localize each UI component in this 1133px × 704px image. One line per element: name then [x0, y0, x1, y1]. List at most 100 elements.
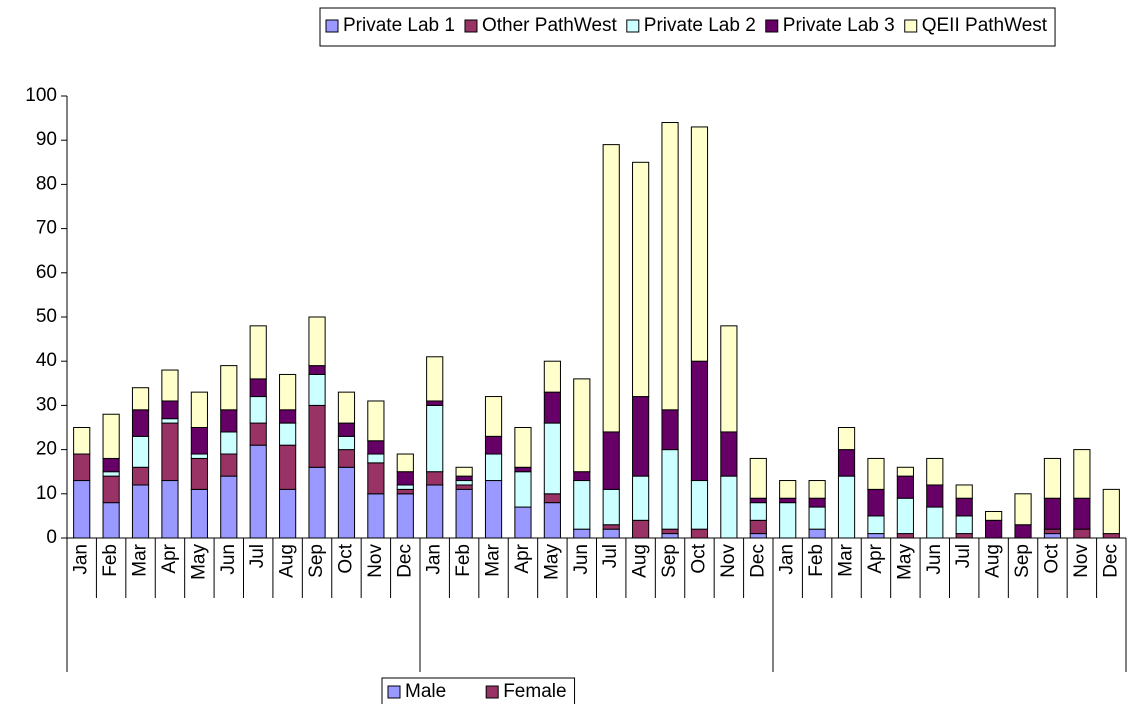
- bar-segment: [1102, 488, 1120, 535]
- x-tick-label: Apr: [865, 543, 886, 573]
- bar-segment: [249, 396, 267, 424]
- bar-segment: [455, 488, 473, 539]
- bar-segment: [779, 480, 797, 499]
- bar-segment: [337, 466, 356, 539]
- bar-segment: [337, 435, 356, 451]
- bar-segment: [131, 484, 150, 539]
- bar-segment: [73, 480, 91, 539]
- bar-segment: [779, 502, 797, 539]
- x-tick-label: Mar: [836, 543, 857, 576]
- y-tick-label: 80: [36, 173, 57, 194]
- bar-segment: [102, 413, 120, 459]
- x-tick-label: Aug: [277, 544, 298, 578]
- x-tick-label: Feb: [100, 544, 121, 577]
- bar-segment: [543, 422, 561, 495]
- bar-segment: [690, 528, 709, 539]
- x-tick-label: Jan: [777, 544, 798, 575]
- bar-segment: [337, 391, 356, 424]
- bar-segment: [808, 497, 826, 508]
- bar-segment: [396, 488, 414, 495]
- x-tick-label: Sep: [306, 544, 327, 578]
- bar-segment: [632, 475, 650, 521]
- bar-segment: [131, 435, 150, 468]
- bar-segment: [837, 427, 856, 451]
- bar-segment: [337, 422, 356, 437]
- bar-segment: [808, 528, 826, 539]
- bar-segment: [661, 528, 679, 535]
- x-tick-label: Mar: [130, 543, 151, 576]
- bar-segment: [337, 449, 356, 468]
- bar-segment: [131, 387, 150, 411]
- bar-segment: [102, 457, 120, 473]
- bar-segment: [661, 533, 679, 539]
- bar-segment: [367, 400, 385, 442]
- bar-segment: [249, 378, 267, 398]
- legend-label: Private Lab 1: [343, 15, 455, 36]
- bar-segment: [426, 404, 444, 473]
- bar-segment: [1043, 457, 1062, 499]
- bar-segment: [867, 533, 885, 539]
- bar-segment: [926, 484, 944, 508]
- legend-swatch: [325, 19, 339, 33]
- bar-segment: [1043, 497, 1062, 530]
- bar-segment: [73, 427, 91, 455]
- x-tick-label: Dec: [1100, 544, 1121, 578]
- bar-segment: [249, 444, 267, 539]
- legend-label: Private Lab 2: [644, 15, 756, 36]
- bar-segment: [1073, 497, 1091, 530]
- bar-segment: [985, 519, 1003, 539]
- bar-segment: [573, 378, 591, 473]
- bar-segment: [749, 502, 767, 521]
- bar-segment: [190, 391, 208, 429]
- y-tick-label: 90: [36, 129, 57, 150]
- bar-segment: [514, 427, 532, 468]
- bar-segment: [1043, 533, 1062, 539]
- legend-box: [381, 677, 576, 704]
- bar-segment: [484, 435, 503, 455]
- x-tick-label: Sep: [659, 544, 680, 578]
- x-tick-label: Jun: [571, 544, 592, 575]
- bar-segment: [602, 528, 620, 539]
- bar-segment: [161, 400, 179, 420]
- bar-segment: [749, 533, 767, 539]
- bar-segment: [837, 475, 856, 539]
- legend-swatch: [485, 685, 499, 699]
- bar-segment: [161, 422, 179, 482]
- x-tick-label: Jul: [600, 544, 621, 568]
- bar-segment: [220, 431, 238, 455]
- bar-segment: [514, 471, 532, 508]
- legend-label: Private Lab 3: [783, 15, 895, 36]
- bar-segment: [131, 466, 150, 486]
- bar-segment: [367, 462, 385, 495]
- x-tick-label: Oct: [1041, 543, 1062, 573]
- bar-segment: [1073, 528, 1091, 539]
- x-tick-label: Aug: [983, 544, 1004, 578]
- legend-swatch: [626, 19, 640, 33]
- bar-segment: [279, 373, 297, 411]
- bar-segment: [661, 122, 679, 411]
- bar-segment: [102, 471, 120, 477]
- bar-segment: [573, 480, 591, 530]
- bar-segment: [161, 418, 179, 424]
- bar-segment: [837, 449, 856, 477]
- bar-segment: [367, 493, 385, 539]
- bar-segment: [1014, 524, 1032, 539]
- bar-segment: [426, 356, 444, 402]
- bar-segment: [131, 409, 150, 437]
- y-tick-label: 60: [36, 262, 57, 283]
- bar-segment: [543, 493, 561, 504]
- bar-segment: [308, 365, 326, 375]
- bar-segment: [1073, 449, 1091, 499]
- bar-segment: [867, 515, 885, 535]
- x-tick-label: Feb: [806, 544, 827, 577]
- bar-segment: [426, 484, 444, 539]
- bar-segment: [896, 475, 914, 499]
- x-tick-label: Jun: [924, 544, 945, 575]
- legend-label: Male: [405, 681, 446, 702]
- bar-segment: [808, 506, 826, 530]
- bar-segment: [396, 484, 414, 490]
- bar-segment: [279, 422, 297, 446]
- x-tick-label: May: [188, 544, 209, 580]
- bar-segment: [926, 457, 944, 486]
- legend-label: Other PathWest: [482, 15, 618, 36]
